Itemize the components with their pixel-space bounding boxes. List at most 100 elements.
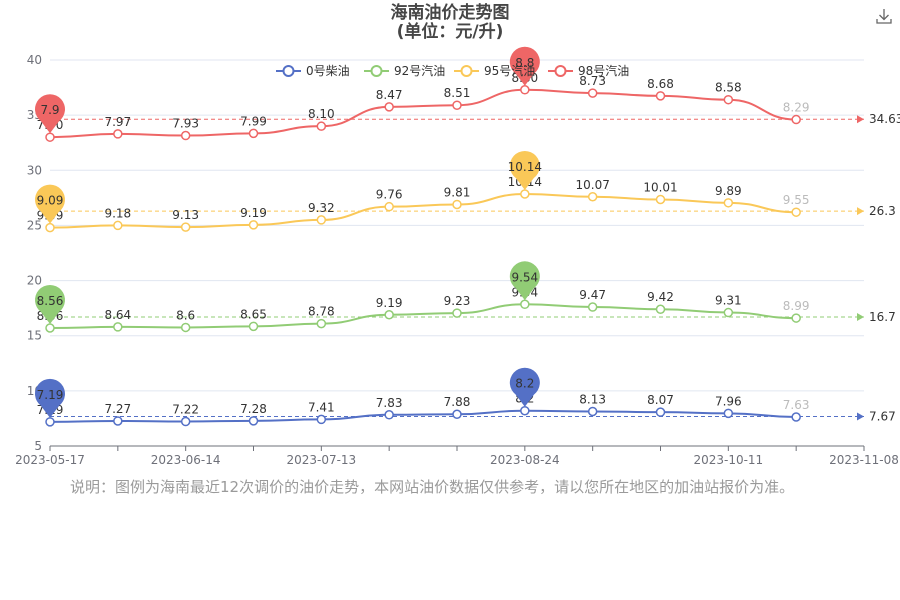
data-label: 7.83 — [376, 396, 403, 410]
pin-shape — [35, 94, 65, 134]
data-label: 9.42 — [647, 290, 674, 304]
average-value-label: 16.7 — [869, 310, 896, 324]
data-point — [520, 85, 530, 95]
data-point — [723, 198, 734, 208]
average-lines: 7.67 16.7 26.3 34.63 — [50, 112, 900, 424]
y-tick-label: 40 — [27, 53, 42, 67]
data-point — [180, 322, 191, 333]
data-point — [45, 222, 55, 233]
data-label: 7.88 — [444, 395, 471, 409]
extreme-pin: 8.2 — [509, 367, 540, 407]
data-point — [45, 323, 55, 333]
average-value-label: 7.67 — [869, 410, 896, 424]
data-label: 9.55 — [783, 193, 810, 207]
data-point — [452, 100, 462, 110]
legend-item[interactable]: 92号汽油 — [364, 63, 445, 78]
average-value-label: 34.63 — [869, 112, 900, 126]
data-label: 8.65 — [240, 307, 267, 321]
data-point — [520, 299, 530, 310]
data-label: 9.81 — [444, 185, 471, 199]
data-point — [384, 102, 394, 112]
pin-label: 10.14 — [508, 160, 542, 174]
data-label: 8.51 — [444, 86, 471, 100]
x-tick-label: 2023-07-13 — [286, 453, 356, 467]
data-point — [248, 220, 259, 230]
x-tick-label: 2023-05-17 — [15, 453, 85, 467]
data-label: 8.78 — [308, 305, 335, 319]
pin-shape — [509, 46, 540, 86]
data-label: 8.64 — [104, 308, 131, 322]
data-label: 8.99 — [783, 299, 810, 313]
data-point — [180, 416, 191, 427]
pin-label: 8.8 — [515, 56, 534, 70]
data-label: 9.23 — [444, 294, 471, 308]
series-line — [49, 192, 797, 229]
pin-shape — [35, 284, 65, 324]
data-label: 7.22 — [172, 403, 199, 417]
extreme-pin: 8.8 — [509, 46, 540, 86]
legend[interactable]: 0号柴油 92号汽油 95号汽油 98号汽油 — [276, 63, 629, 78]
data-point — [384, 410, 394, 420]
data-point — [248, 416, 259, 426]
data-label: 7.96 — [715, 394, 742, 408]
x-tick-label: 2023-06-14 — [151, 453, 221, 467]
pin-label: 9.09 — [37, 194, 64, 208]
data-label: 7.93 — [172, 117, 199, 131]
extreme-pin: 10.14 — [508, 150, 542, 190]
data-label: 10.07 — [575, 178, 609, 192]
legend-label: 95号汽油 — [484, 63, 535, 78]
y-tick-label: 30 — [27, 163, 42, 177]
data-point — [587, 302, 598, 312]
data-label: 7.41 — [308, 400, 335, 414]
data-point — [316, 121, 327, 131]
data-point — [655, 194, 666, 205]
y-tick-label: 25 — [27, 218, 42, 232]
legend-label: 98号汽油 — [578, 63, 629, 78]
data-label: 8.68 — [647, 77, 674, 91]
data-point — [587, 88, 598, 98]
data-point — [791, 207, 801, 217]
data-point — [587, 192, 598, 202]
data-label: 9.31 — [715, 294, 742, 308]
data-label: 7.27 — [104, 402, 131, 416]
data-point — [723, 94, 734, 105]
data-point — [452, 199, 462, 210]
data-point — [723, 307, 734, 318]
data-point — [316, 318, 327, 329]
chart-title-main: 海南油价走势图 — [390, 3, 510, 23]
data-label: 8.13 — [579, 392, 606, 406]
pin-label: 8.2 — [515, 377, 534, 391]
data-label: 7.28 — [240, 402, 267, 416]
data-point — [452, 409, 462, 419]
data-point — [113, 322, 123, 332]
y-tick-label: 20 — [27, 274, 42, 288]
legend-label: 0号柴油 — [306, 64, 350, 78]
data-point — [180, 130, 191, 141]
data-point — [316, 414, 327, 425]
data-label: 9.32 — [308, 201, 335, 215]
download-icon[interactable] — [874, 6, 894, 26]
data-label: 9.19 — [376, 296, 403, 310]
legend-item[interactable]: 95号汽油 — [454, 63, 535, 78]
data-label: 7.63 — [783, 398, 810, 412]
data-label: 8.47 — [376, 88, 403, 102]
legend-item[interactable]: 98号汽油 — [548, 63, 629, 78]
data-point — [655, 304, 666, 314]
legend-item[interactable]: 0号柴油 — [276, 64, 350, 78]
data-point — [520, 405, 530, 416]
grid-layer — [50, 59, 864, 447]
pin-label: 9.54 — [511, 270, 538, 284]
legend-marker — [554, 65, 567, 77]
extreme-pin: 7.9 — [35, 94, 65, 134]
average-line-arrow — [857, 312, 864, 321]
extreme-pin: 8.56 — [35, 284, 65, 324]
pin-shape — [509, 367, 540, 407]
y-tick-label: 5 — [34, 439, 42, 453]
data-labels: 7.19 7.27 7.22 7.28 7.41 7.83 7.88 8.2 8.13 8.07 7… — [37, 71, 810, 417]
x-tick-label: 2023-11-08 — [829, 453, 899, 467]
data-label: 9.47 — [579, 288, 606, 302]
extreme-pins: 7.19 8.2 8.56 9.54 9.09 10.14 7.9 8.8 — [35, 46, 542, 418]
pin-label: 8.56 — [37, 294, 64, 308]
extreme-pin: 9.09 — [35, 184, 65, 224]
